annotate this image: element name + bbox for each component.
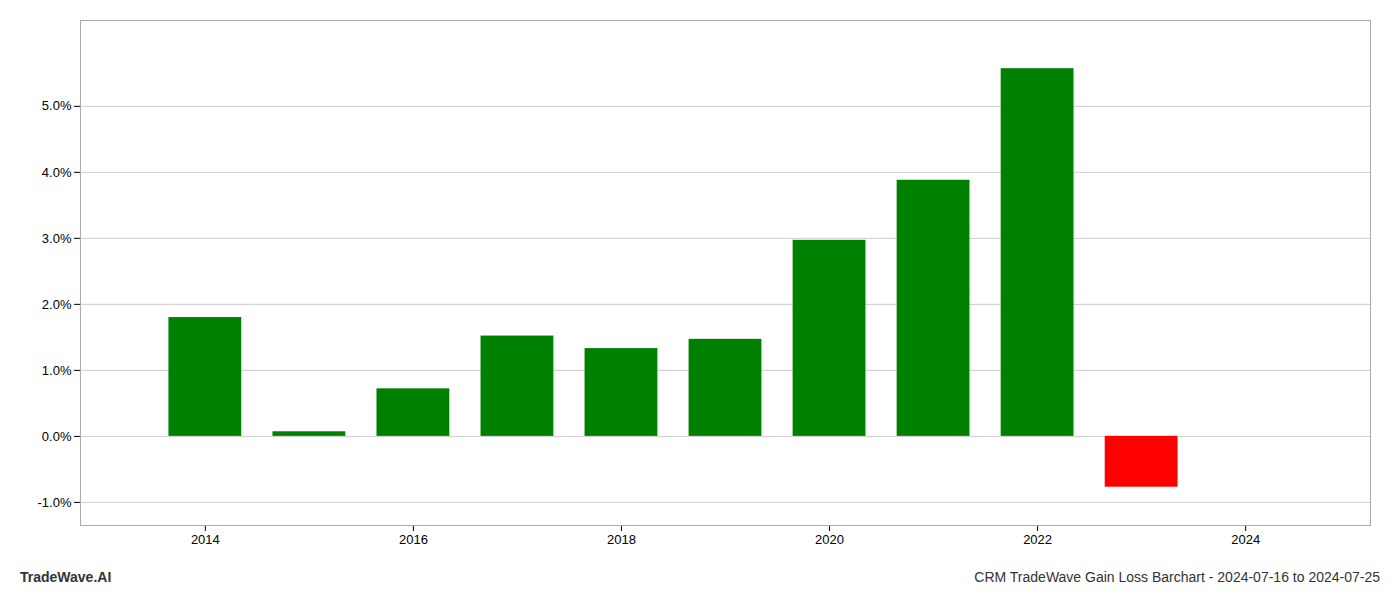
svg-text:3.0%: 3.0% [42, 231, 72, 246]
svg-text:2022: 2022 [1023, 532, 1052, 547]
html-text:TradeWave.AI: TradeWave.AI [20, 569, 112, 585]
svg-text:0.0%: 0.0% [42, 429, 72, 444]
svg-text:2014: 2014 [191, 532, 220, 547]
svg-text:-1.0%: -1.0% [38, 495, 72, 510]
svg-text:5.0%: 5.0% [42, 98, 72, 113]
svg-text:2018: 2018 [607, 532, 636, 547]
svg-text:2024: 2024 [1231, 532, 1260, 547]
svg-text:4.0%: 4.0% [42, 164, 72, 179]
svg-text:2.0%: 2.0% [42, 297, 72, 312]
svg-text:2016: 2016 [399, 532, 428, 547]
svg-text:1.0%: 1.0% [42, 363, 72, 378]
html-text:CRM TradeWave Gain Loss Barcha: CRM TradeWave Gain Loss Barchart - 2024-… [974, 569, 1380, 585]
svg-text:2020: 2020 [815, 532, 844, 547]
